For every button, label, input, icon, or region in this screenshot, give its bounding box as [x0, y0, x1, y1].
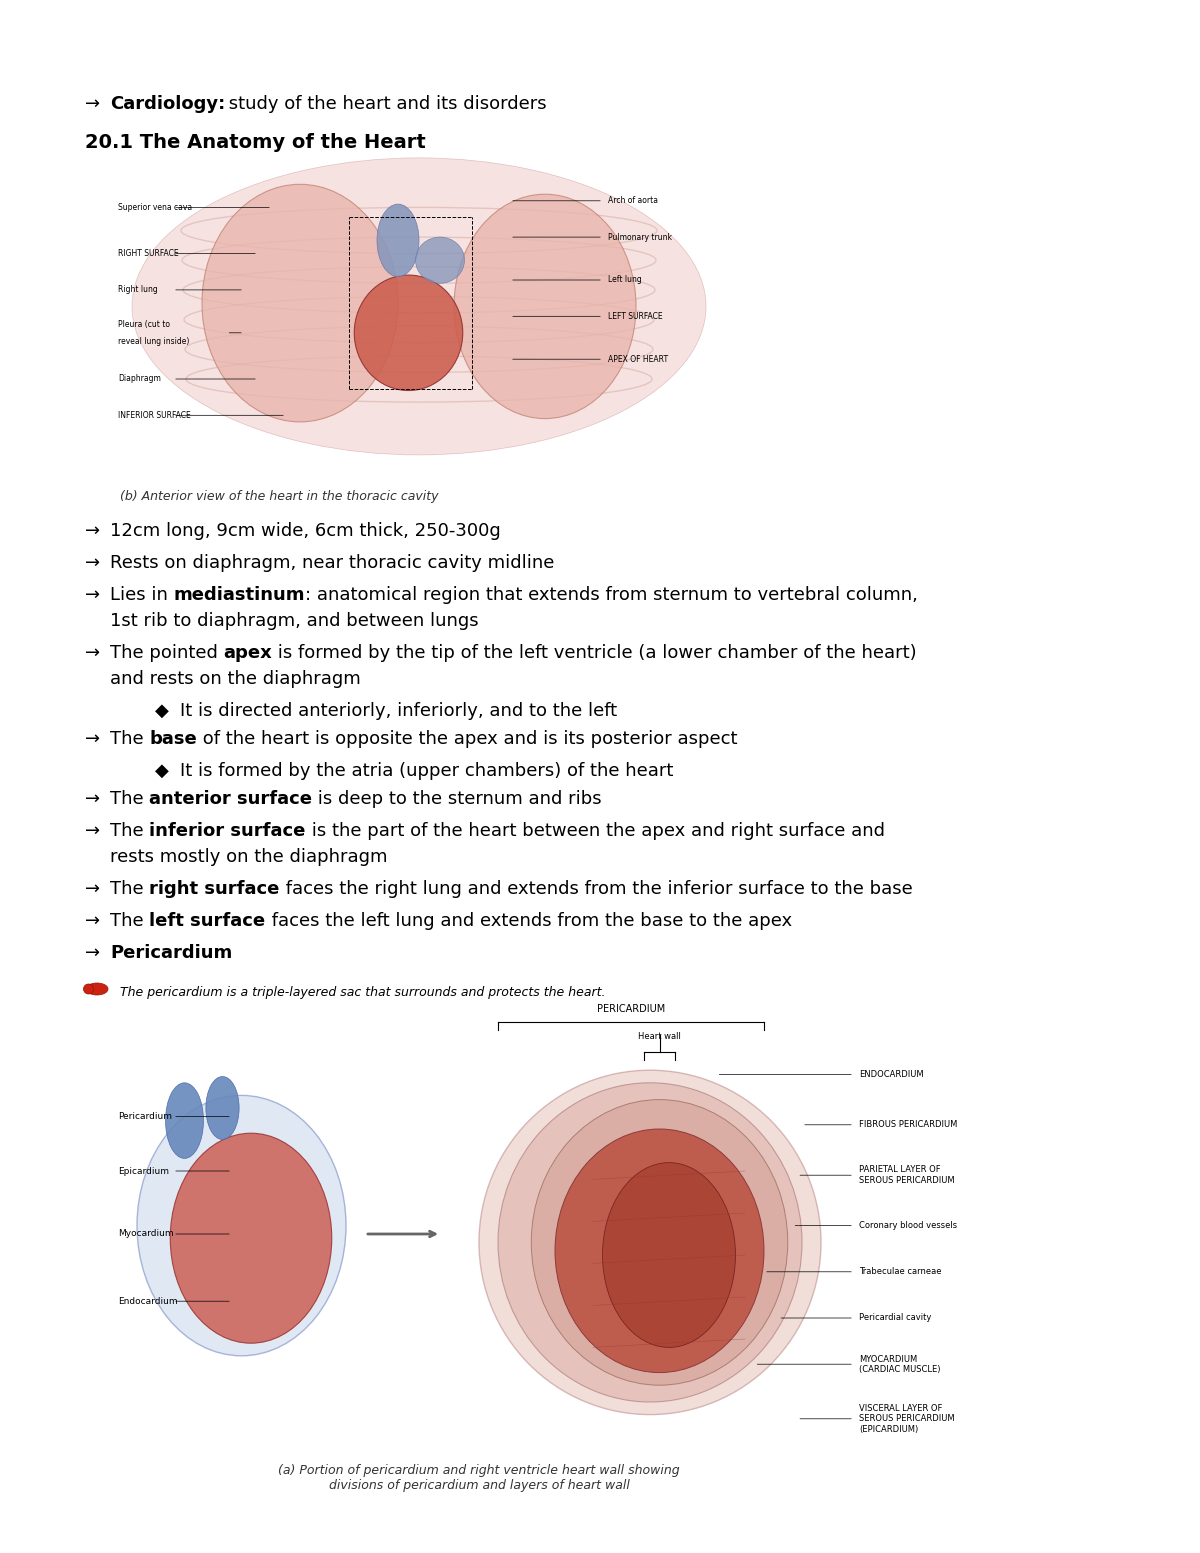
- Text: It is formed by the atria (upper chambers) of the heart: It is formed by the atria (upper chamber…: [180, 763, 673, 780]
- Circle shape: [84, 985, 94, 994]
- Text: base: base: [149, 730, 197, 749]
- Text: anterior surface: anterior surface: [149, 790, 312, 808]
- Text: VISCERAL LAYER OF
SEROUS PERICARDIUM
(EPICARDIUM): VISCERAL LAYER OF SEROUS PERICARDIUM (EP…: [859, 1404, 955, 1433]
- Text: Pulmonary trunk: Pulmonary trunk: [608, 233, 672, 242]
- Text: The: The: [110, 912, 149, 930]
- Ellipse shape: [498, 1082, 802, 1402]
- Text: →: →: [85, 790, 100, 808]
- Text: ◆: ◆: [155, 763, 169, 780]
- FancyBboxPatch shape: [90, 148, 790, 478]
- Text: →: →: [85, 881, 100, 898]
- Ellipse shape: [170, 1134, 331, 1343]
- Text: →: →: [85, 95, 100, 113]
- Text: LEFT SURFACE: LEFT SURFACE: [608, 312, 662, 321]
- Text: →: →: [85, 644, 100, 662]
- Text: is the part of the heart between the apex and right surface and: is the part of the heart between the ape…: [306, 822, 884, 840]
- Text: Arch of aorta: Arch of aorta: [608, 196, 658, 205]
- Ellipse shape: [132, 158, 706, 455]
- Ellipse shape: [86, 983, 108, 995]
- Text: of the heart is opposite the apex and is its posterior aspect: of the heart is opposite the apex and is…: [197, 730, 738, 749]
- Text: Pleura (cut to: Pleura (cut to: [118, 320, 170, 329]
- Text: and rests on the diaphragm: and rests on the diaphragm: [110, 669, 361, 688]
- Text: Left lung: Left lung: [608, 275, 642, 284]
- Text: Lies in: Lies in: [110, 585, 174, 604]
- Text: →: →: [85, 944, 100, 961]
- Text: is formed by the tip of the left ventricle (a lower chamber of the heart): is formed by the tip of the left ventric…: [272, 644, 917, 662]
- Ellipse shape: [206, 1076, 239, 1140]
- FancyBboxPatch shape: [80, 1023, 1030, 1444]
- Ellipse shape: [479, 1070, 821, 1415]
- Text: →: →: [85, 730, 100, 749]
- Text: apex: apex: [223, 644, 272, 662]
- Text: study of the heart and its disorders: study of the heart and its disorders: [223, 95, 547, 113]
- Text: is deep to the sternum and ribs: is deep to the sternum and ribs: [312, 790, 602, 808]
- Text: 20.1 The Anatomy of the Heart: 20.1 The Anatomy of the Heart: [85, 134, 426, 152]
- Ellipse shape: [454, 194, 636, 419]
- Text: ENDOCARDIUM: ENDOCARDIUM: [859, 1070, 924, 1079]
- Text: →: →: [85, 554, 100, 572]
- Text: reveal lung inside): reveal lung inside): [118, 337, 190, 346]
- Text: Right lung: Right lung: [118, 286, 157, 295]
- Text: Pericardium: Pericardium: [118, 1112, 172, 1121]
- Text: FIBROUS PERICARDIUM: FIBROUS PERICARDIUM: [859, 1120, 958, 1129]
- Text: inferior surface: inferior surface: [149, 822, 306, 840]
- Text: RIGHT SURFACE: RIGHT SURFACE: [118, 248, 179, 258]
- Text: Pericardium: Pericardium: [110, 944, 233, 961]
- Text: 12cm long, 9cm wide, 6cm thick, 250-300g: 12cm long, 9cm wide, 6cm thick, 250-300g: [110, 522, 500, 540]
- Text: rests mostly on the diaphragm: rests mostly on the diaphragm: [110, 848, 388, 867]
- Ellipse shape: [354, 275, 463, 390]
- Ellipse shape: [137, 1095, 346, 1356]
- Text: Epicardium: Epicardium: [118, 1166, 169, 1176]
- Ellipse shape: [532, 1100, 787, 1385]
- Text: (b) Anterior view of the heart in the thoracic cavity: (b) Anterior view of the heart in the th…: [120, 491, 438, 503]
- Text: Endocardium: Endocardium: [118, 1297, 178, 1306]
- Ellipse shape: [202, 185, 398, 422]
- Text: The pericardium is a triple-layered sac that surrounds and protects the heart.: The pericardium is a triple-layered sac …: [120, 986, 606, 999]
- Text: The: The: [110, 881, 149, 898]
- Text: Diaphragm: Diaphragm: [118, 374, 161, 384]
- Text: ◆: ◆: [155, 702, 169, 721]
- Ellipse shape: [415, 238, 464, 283]
- Text: 1st rib to diaphragm, and between lungs: 1st rib to diaphragm, and between lungs: [110, 612, 479, 631]
- Text: faces the left lung and extends from the base to the apex: faces the left lung and extends from the…: [265, 912, 792, 930]
- Text: The: The: [110, 822, 149, 840]
- Ellipse shape: [166, 1082, 204, 1159]
- Text: mediastinum: mediastinum: [174, 585, 305, 604]
- Text: : anatomical region that extends from sternum to vertebral column,: : anatomical region that extends from st…: [305, 585, 918, 604]
- Text: The: The: [110, 790, 149, 808]
- Text: Heart wall: Heart wall: [638, 1033, 680, 1041]
- Text: INFERIOR SURFACE: INFERIOR SURFACE: [118, 412, 191, 419]
- Text: Myocardium: Myocardium: [118, 1230, 174, 1238]
- Text: (a) Portion of pericardium and right ventricle heart wall showing
divisions of p: (a) Portion of pericardium and right ven…: [278, 1464, 680, 1492]
- Ellipse shape: [554, 1129, 764, 1373]
- Text: Trabeculae carneae: Trabeculae carneae: [859, 1267, 942, 1277]
- Text: →: →: [85, 585, 100, 604]
- Ellipse shape: [377, 203, 419, 276]
- Text: right surface: right surface: [149, 881, 280, 898]
- Text: left surface: left surface: [149, 912, 265, 930]
- Ellipse shape: [602, 1163, 736, 1348]
- Text: →: →: [85, 822, 100, 840]
- Text: →: →: [85, 522, 100, 540]
- Text: Pericardial cavity: Pericardial cavity: [859, 1314, 931, 1323]
- Text: Cardiology:: Cardiology:: [110, 95, 226, 113]
- Text: faces the right lung and extends from the inferior surface to the base: faces the right lung and extends from th…: [280, 881, 912, 898]
- Text: It is directed anteriorly, inferiorly, and to the left: It is directed anteriorly, inferiorly, a…: [180, 702, 617, 721]
- Text: Superior vena cava: Superior vena cava: [118, 203, 192, 211]
- Text: PERICARDIUM: PERICARDIUM: [596, 1003, 665, 1014]
- Text: The: The: [110, 730, 149, 749]
- Text: APEX OF HEART: APEX OF HEART: [608, 354, 668, 363]
- Text: PARIETAL LAYER OF
SEROUS PERICARDIUM: PARIETAL LAYER OF SEROUS PERICARDIUM: [859, 1165, 955, 1185]
- Text: →: →: [85, 912, 100, 930]
- Text: MYOCARDIUM
(CARDIAC MUSCLE): MYOCARDIUM (CARDIAC MUSCLE): [859, 1354, 941, 1374]
- Text: Coronary blood vessels: Coronary blood vessels: [859, 1221, 958, 1230]
- Text: Rests on diaphragm, near thoracic cavity midline: Rests on diaphragm, near thoracic cavity…: [110, 554, 554, 572]
- Text: The pointed: The pointed: [110, 644, 223, 662]
